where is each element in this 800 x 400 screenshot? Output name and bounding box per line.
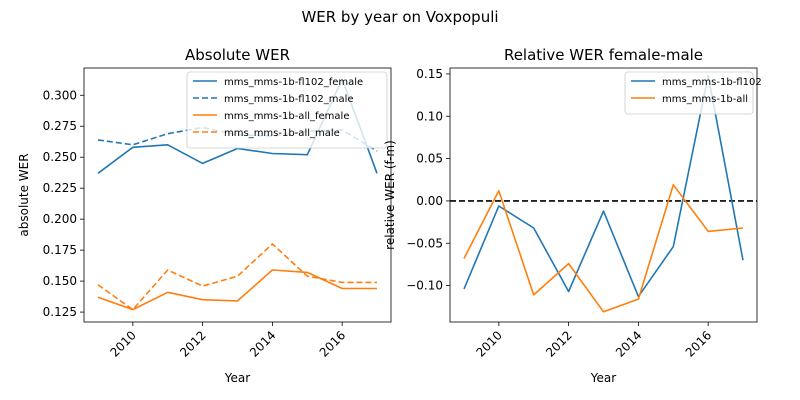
chart-title: Relative WER female-male	[504, 46, 703, 64]
y-tick-label: −0.10	[406, 279, 443, 293]
y-tick-label: 0.15	[416, 67, 443, 81]
y-tick-label: 0.250	[43, 150, 77, 164]
y-axis-label: relative WER (f-m)	[383, 140, 397, 250]
y-tick-label: 0.275	[43, 119, 77, 133]
x-tick-label: 2010	[107, 328, 138, 359]
relative-wer-panel: Relative WER female-male 2010 2012 2014 2016…	[383, 46, 762, 385]
y-axis-label: absolute WER	[17, 153, 31, 236]
y-tick-label: 0.200	[43, 212, 77, 226]
y-tick-label: 0.05	[416, 152, 443, 166]
y-tick-label: 0.125	[43, 305, 77, 319]
series-line-mms_mms-1b-all_female	[97, 269, 377, 311]
y-tick-label: 0.300	[43, 88, 77, 102]
x-tick-label: 2012	[543, 328, 574, 359]
legend-label: mms_mms-1b-all_female	[224, 111, 349, 122]
legend-label: mms_mms-1b-all_male	[224, 128, 340, 139]
x-tick-label: 2014	[247, 328, 278, 359]
plot-frame	[83, 67, 392, 323]
absolute-wer-panel: Absolute WER 2010 2012 2014 2016 0.125 0.150 0.…	[17, 46, 392, 385]
plot-frame	[449, 67, 758, 323]
x-axis-label: Year	[224, 371, 250, 385]
legend-box	[186, 71, 388, 149]
x-tick-label: 2016	[683, 328, 714, 359]
series-line-mms_mms-1b-all_male	[97, 243, 377, 311]
x-tick-label: 2012	[177, 328, 208, 359]
legend: mms_mms-1b-fl102_female mms_mms-1b-fl102_…	[186, 71, 388, 149]
x-axis-label: Year	[590, 371, 616, 385]
legend-label: mms_mms-1b-fl102	[662, 77, 762, 88]
y-tick-label: 0.150	[43, 274, 77, 288]
series-line-mms_mms-1b-all	[463, 184, 744, 313]
x-tick-label: 2010	[473, 328, 504, 359]
legend: mms_mms-1b-fl102 mms_mms-1b-all	[624, 71, 762, 115]
y-tick-label: 0.10	[416, 109, 443, 123]
chart-title: Absolute WER	[185, 46, 290, 64]
y-tick-label: 0.175	[43, 243, 77, 257]
legend-label: mms_mms-1b-fl102_female	[224, 77, 363, 88]
x-tick-label: 2014	[613, 328, 644, 359]
y-tick-label: 0.00	[416, 194, 443, 208]
figure-title: WER by year on Voxpopuli	[301, 8, 498, 26]
legend-label: mms_mms-1b-all	[662, 94, 748, 105]
y-tick-label: −0.05	[406, 236, 443, 250]
series-line-mms_mms-1b-fl102	[463, 74, 744, 298]
legend-box	[624, 71, 754, 115]
x-tick-label: 2016	[317, 328, 348, 359]
legend-label: mms_mms-1b-fl102_male	[224, 94, 354, 105]
y-tick-label: 0.225	[43, 181, 77, 195]
